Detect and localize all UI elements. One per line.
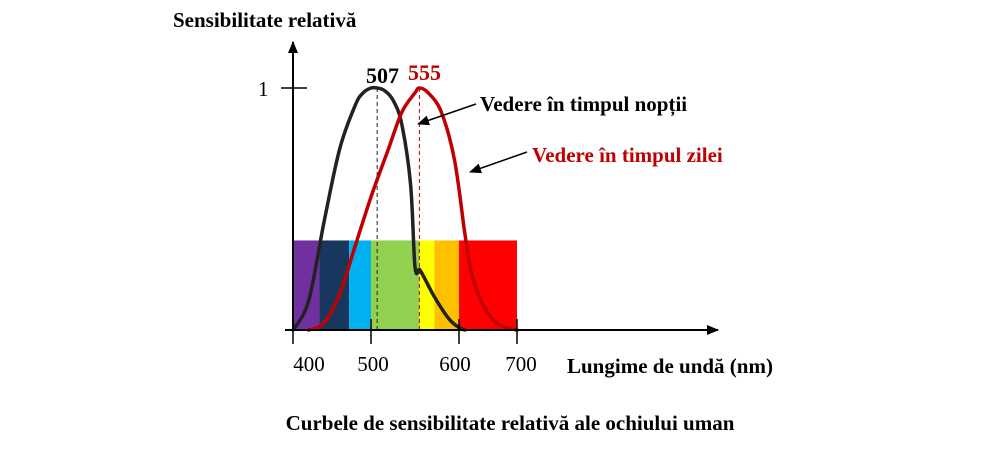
night-vision-curve [291, 85, 467, 332]
x-axis-label: Lungime de undă (nm) [567, 354, 773, 378]
night-legend-label: Vedere în timpul nopții [480, 92, 687, 117]
x-tick-label-500: 500 [357, 352, 389, 376]
day-peak-label: 555 [408, 60, 441, 85]
spectrum-segment-3 [371, 240, 420, 330]
spectrum-segment-0 [293, 240, 320, 330]
figure-caption: Curbele de sensibilitate relativă ale oc… [286, 411, 735, 435]
peak-guides [376, 88, 420, 330]
day-vision-curve [306, 86, 519, 332]
y-axis-label: Sensibilitate relativă [173, 8, 357, 32]
curves [291, 85, 519, 332]
x-tick-label-700: 700 [505, 352, 537, 376]
day-legend-label: Vedere în timpul zilei [532, 143, 723, 167]
y-tick-label: 1 [258, 77, 269, 101]
spectrum-segment-2 [349, 240, 371, 330]
spectrum-band [293, 240, 517, 330]
day-annotation-arrow [469, 151, 528, 174]
x-tick-label-600: 600 [439, 352, 471, 376]
x-ticks: 400 500 600 700 [292, 319, 537, 376]
night-peak-label: 507 [366, 63, 399, 88]
night-annotation-arrow [417, 103, 477, 126]
x-tick-label-400: 400 [293, 352, 325, 376]
